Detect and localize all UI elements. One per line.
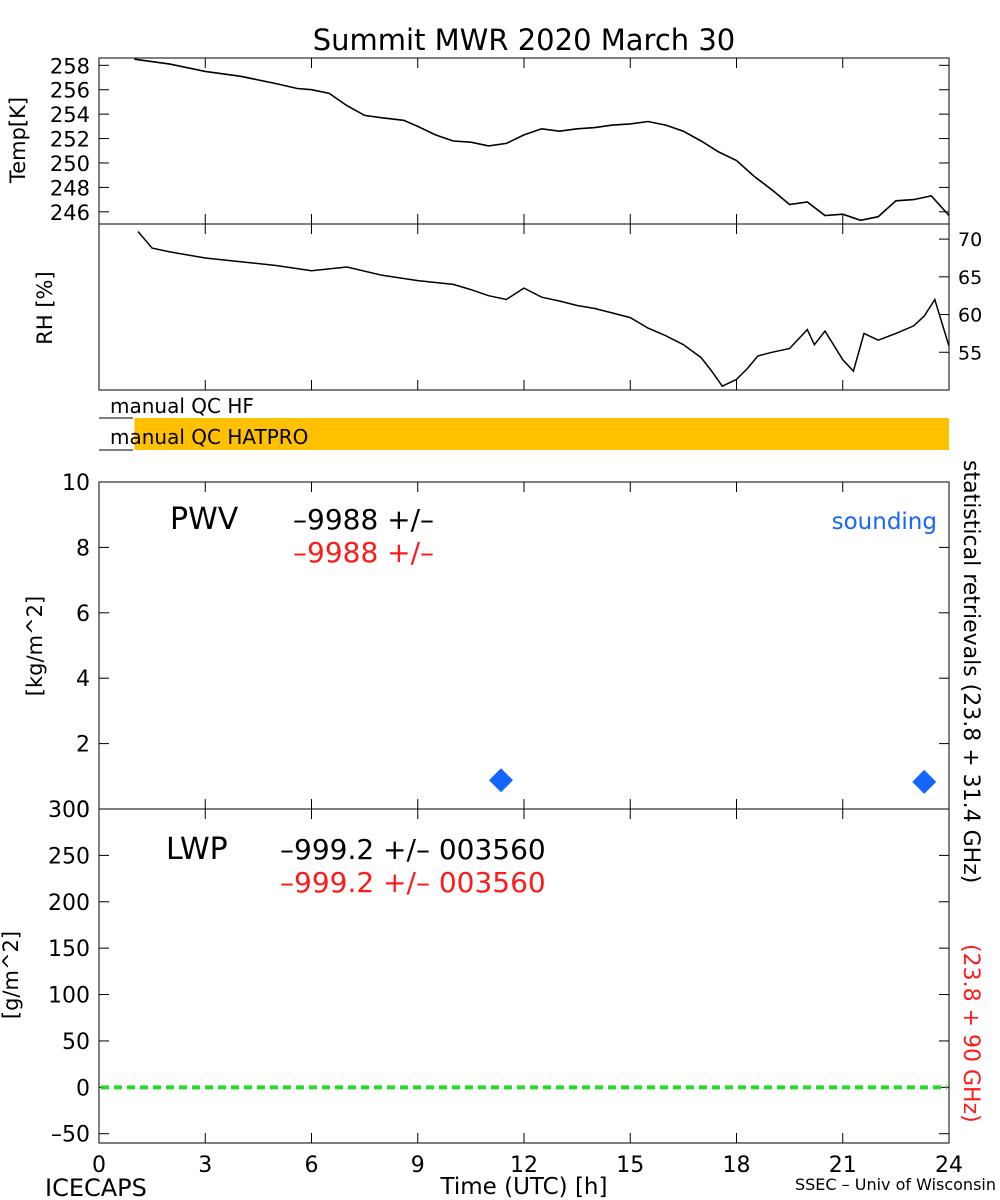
pwv-sounding-points [488,768,937,794]
rh-frame [98,223,950,391]
right-label-statistical: statistical retrievals (23.8 + 31.4 GHz) [958,460,983,883]
x-tick-label: 9 [411,1153,425,1178]
pwv-y-tick-label: 10 [62,471,90,496]
rh-y-label: RH [%] [33,271,57,344]
pwv-y-tick-label: 0 [76,798,90,823]
pwv-value-red: –9988 +/– [293,536,434,569]
rh-y-axis: 55 60 65 70 [939,229,982,364]
x-tick-label: 6 [305,1153,319,1178]
sounding-point [488,768,513,793]
qc-section: manual QC HF manual QC HATPRO [99,394,949,451]
lwp-label: LWP [166,832,228,867]
rh-panel: 55 60 65 70 RH [%] [33,223,982,391]
sounding-legend: sounding [832,509,937,535]
lwp-y-label: [g/m^2] [0,931,23,1019]
x-tick-label: 0 [92,1153,106,1178]
temp-y-tick-label: 252 [50,128,90,152]
lwp-y-tick-label: 0 [76,1076,90,1101]
pwv-x-ticks [98,482,950,809]
rh-series-line [137,231,950,388]
rh-x-ticks [98,224,950,390]
x-tick-label: 3 [198,1153,212,1178]
chart-title: Summit MWR 2020 March 30 [313,23,736,57]
qc-hf-label: manual QC HF [110,394,254,418]
lwp-y-tick-label: –50 [51,1123,90,1148]
temp-x-ticks [98,58,950,224]
x-tick-label: 18 [723,1153,751,1178]
temp-series-line [134,58,950,222]
lwp-y-tick-label: 300 [48,798,90,823]
temp-y-tick-label: 248 [50,176,90,200]
temp-y-label: Temp[K] [6,97,30,184]
lwp-value-black: –999.2 +/– 003560 [280,833,546,866]
rh-y-tick-label: 70 [958,229,982,251]
lwp-y-tick-label: 100 [48,984,90,1009]
lwp-x-axis: 0 3 6 9 12 15 18 21 24 [92,809,963,1178]
footer-right: SSEC – Univ of Wisconsin [795,1175,996,1194]
x-tick-label: 21 [829,1153,857,1178]
x-tick-label: 12 [510,1153,538,1178]
pwv-y-tick-label: 4 [76,667,90,692]
pwv-label: PWV [170,502,239,537]
qc-hatpro-bar [134,418,949,450]
right-label-red: (23.8 + 90 GHz) [958,944,983,1123]
qc-hatpro-label: manual QC HATPRO [110,425,308,449]
x-tick-label: 24 [935,1153,963,1178]
x-axis-label: Time (UTC) [h] [440,1174,608,1200]
x-tick-label: 15 [616,1153,644,1178]
pwv-y-label: [kg/m^2] [23,596,47,696]
lwp-y-tick-label: 250 [48,844,90,869]
temp-y-tick-label: 254 [50,103,90,127]
lwp-y-tick-label: 200 [48,891,90,916]
pwv-panel: 0 2 4 6 8 10 [kg/m^2] PWV –9988 +/– –9988 +/–… [23,471,950,823]
pwv-y-tick-label: 8 [76,536,90,561]
footer-left: ICECAPS [45,1174,147,1200]
pwv-y-axis: 0 2 4 6 8 10 [62,471,949,823]
pwv-y-tick-label: 2 [76,733,90,758]
lwp-y-tick-label: 50 [62,1030,90,1055]
temp-y-tick-label: 258 [50,54,90,78]
pwv-value-black: –9988 +/– [293,503,434,536]
rh-y-tick-label: 60 [958,305,982,327]
lwp-value-red: –999.2 +/– 003560 [280,866,546,899]
temp-y-tick-label: 250 [50,152,90,176]
lwp-y-axis: –50 0 50 100 150 200 250 300 [48,798,949,1148]
temp-y-tick-label: 246 [50,201,90,225]
lwp-y-tick-label: 150 [48,937,90,962]
sounding-point [912,769,937,794]
temp-frame [98,57,950,225]
pwv-y-tick-label: 6 [76,602,90,627]
temp-y-tick-label: 256 [50,79,90,103]
rh-y-tick-label: 65 [958,267,982,289]
rh-y-tick-label: 55 [958,342,982,364]
